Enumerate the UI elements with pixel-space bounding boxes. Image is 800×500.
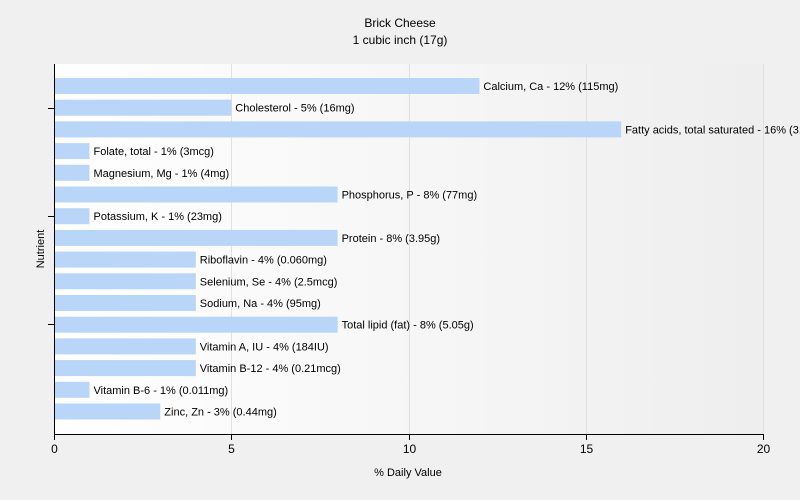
- x-tick-label: 20: [757, 442, 771, 456]
- bar: [55, 251, 196, 268]
- bar-label: Folate, total - 1% (3mcg): [94, 146, 214, 158]
- x-tick-label: 10: [403, 442, 417, 456]
- bar: [55, 381, 90, 398]
- bar-label: Magnesium, Mg - 1% (4mg): [94, 168, 230, 180]
- bar: [55, 99, 232, 116]
- bar-label: Vitamin B-6 - 1% (0.011mg): [94, 385, 229, 397]
- bar-label: Fatty acids, total saturated - 16% (3.19…: [625, 124, 800, 136]
- bar-label: Sodium, Na - 4% (95mg): [200, 298, 321, 310]
- bar: [55, 208, 90, 225]
- axes: [48, 64, 764, 440]
- bar-label: Riboflavin - 4% (0.060mg): [200, 255, 327, 267]
- bar: [55, 78, 480, 94]
- bar-label: Vitamin B-12 - 4% (0.21mcg): [200, 363, 341, 375]
- bar: [55, 360, 196, 377]
- bars: [55, 78, 622, 420]
- bar-label: Cholesterol - 5% (16mg): [235, 103, 354, 115]
- x-tick-label: 0: [51, 442, 58, 456]
- chart-subtitle: 1 cubic inch (17g): [353, 33, 448, 47]
- bar-label: Selenium, Se - 4% (2.5mcg): [200, 276, 338, 288]
- x-tick-labels: 0 5 10 15 20: [51, 442, 770, 456]
- bar: [55, 295, 196, 311]
- bar-label: Calcium, Ca - 12% (115mg): [483, 81, 618, 93]
- bar-label: Potassium, K - 1% (23mg): [94, 211, 222, 223]
- bar-label: Total lipid (fat) - 8% (5.05g): [342, 320, 474, 332]
- bar-label: Protein - 8% (3.95g): [342, 233, 440, 245]
- bar-label: Phosphorus, P - 8% (77mg): [342, 190, 478, 202]
- bar: [55, 273, 196, 290]
- bar-label: Zinc, Zn - 3% (0.44mg): [164, 407, 276, 419]
- x-tick-label: 5: [228, 442, 235, 456]
- bar: [55, 143, 90, 160]
- bar: [55, 229, 338, 246]
- y-axis-label: Nutrient: [35, 230, 47, 269]
- x-tick-label: 15: [580, 442, 594, 456]
- bar: [55, 316, 338, 333]
- bar: [55, 403, 161, 420]
- bar: [55, 164, 90, 181]
- x-axis-label: % Daily Value: [374, 467, 442, 479]
- bar-labels: Calcium, Ca - 12% (115mg) Cholesterol - 5…: [94, 81, 800, 419]
- bar: [55, 186, 338, 203]
- bar: [55, 338, 196, 355]
- chart-title: Brick Cheese: [364, 16, 436, 30]
- plot-area: [54, 64, 763, 434]
- bar-label: Vitamin A, IU - 4% (184IU): [200, 341, 329, 353]
- bar: [55, 121, 622, 138]
